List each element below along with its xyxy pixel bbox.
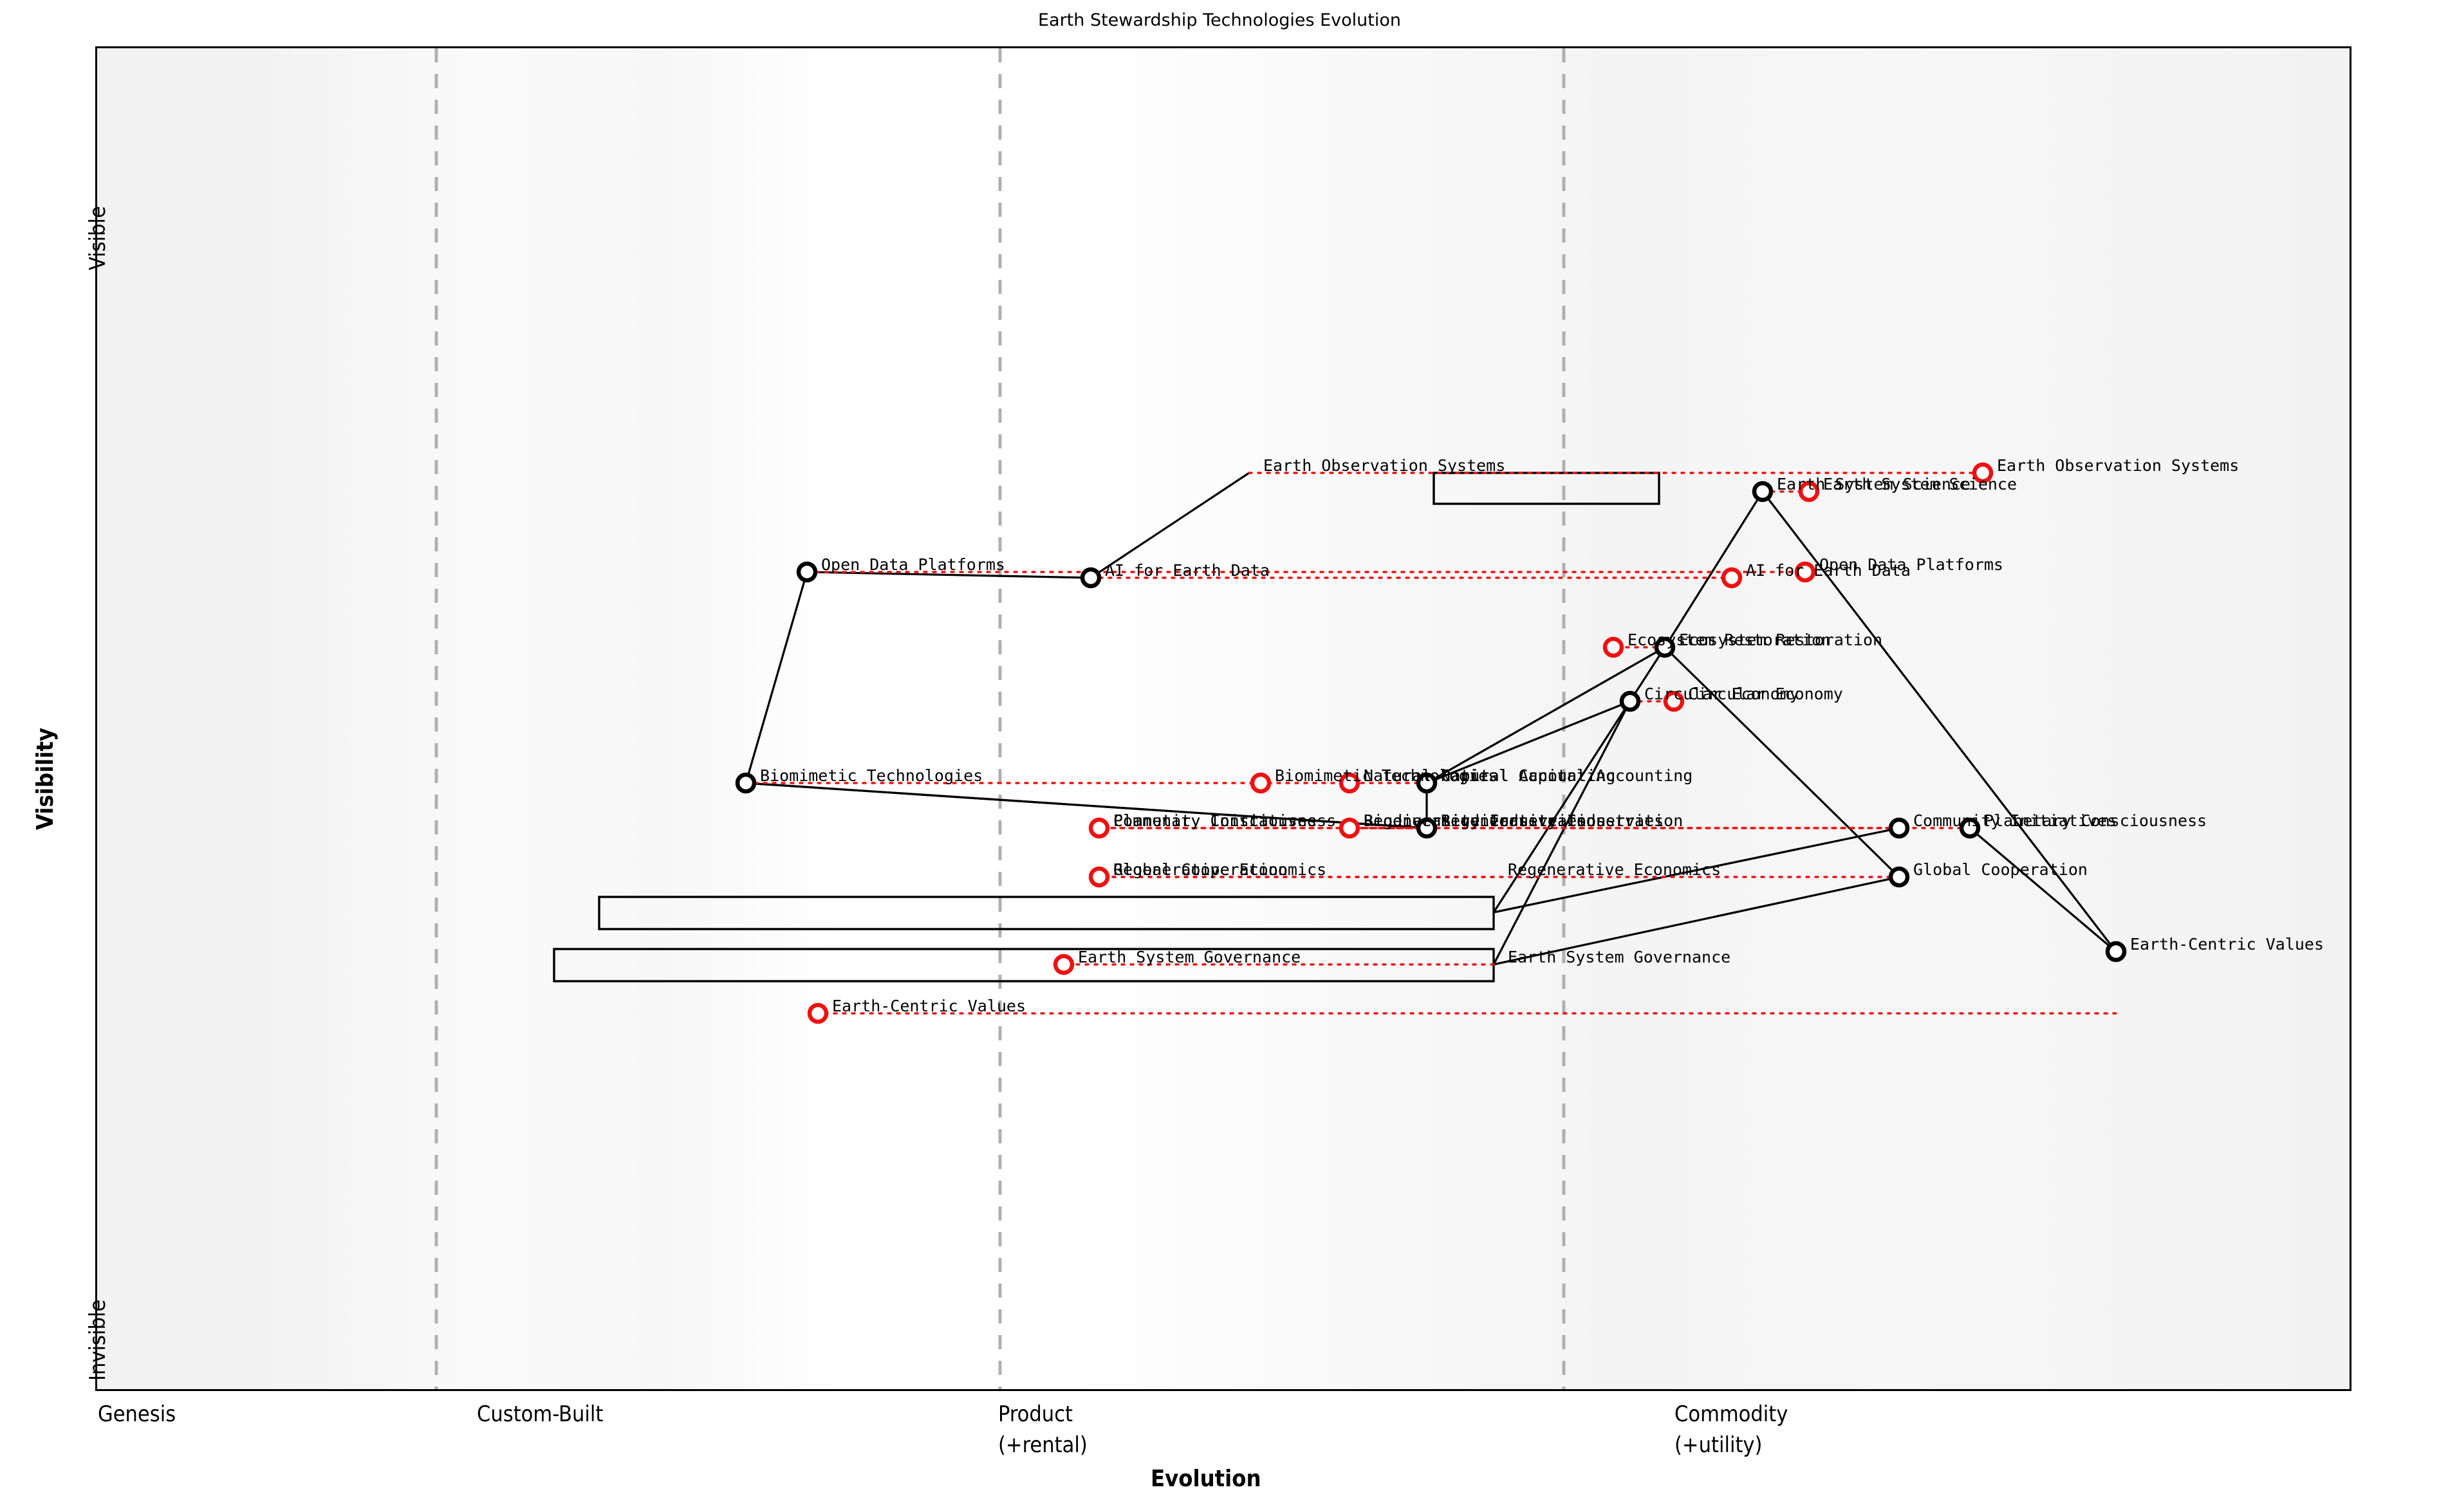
page-title: Earth Stewardship Technologies Evolution [1037,10,1402,30]
current-node-regenerative-industries [1416,817,1438,839]
future-node-ecosystem-restoration [1602,636,1624,658]
node-label-earth-observation-systems-future: Earth Observation Systems [1997,456,2240,475]
node-label-open-data-platforms-future: Open Data Platforms [1819,555,2003,574]
xtick-commodity: Commodity [1674,1401,1788,1427]
xtick-custom-built: Custom-Built [477,1401,604,1427]
node-label-community-initiatives-future: Community Initiatives [1113,811,1317,830]
current-node-earth-system-science [1752,481,1774,502]
edge-globalcoop-esg [1493,876,1900,966]
future-node-open-data-platforms [1794,561,1816,583]
current-node-community-initiatives [1888,817,1910,839]
edge-community-regecon [1493,827,1900,914]
node-label-natural-capital-accounting-current: Natural Capital Accounting [1441,766,1693,785]
current-node-circular-economy [1619,690,1641,712]
future-node-earth-system-governance [1053,954,1075,975]
inertia-boxes [553,472,1660,982]
node-label-ecosystem-restoration-future: Ecosystem Restoration [1628,631,1832,649]
current-node-open-data-platforms [796,561,818,583]
movement-lines [745,472,2117,1015]
node-label-circular-economy-current: Circular Economy [1644,685,1799,703]
inertia-box-regecon [598,896,1495,930]
node-label-circular-economy-future: Circular Economy [1688,685,1843,703]
future-node-biomimetic-technologies [1250,772,1272,794]
edge-ecosys-natcap [1426,646,1665,784]
node-label-natural-capital-accounting-future: Natural Capital Accounting [1364,766,1616,785]
current-node-natural-capital-accounting [1416,772,1438,794]
future-node-earth-centric-values [807,1002,829,1024]
dependency-edges [745,472,2117,966]
node-label-planetary-consciousness-future: Planetary Consciousness [1113,811,1337,830]
node-label-earth-centric-values-current: Earth-Centric Values [2130,935,2324,954]
node-label-planetary-consciousness-current: Planetary Consciousness [1984,811,2207,830]
current-node-global-cooperation [1888,866,1910,888]
ytick-visible: Visible [85,206,111,270]
node-label-earth-system-governance-current: Earth System Governance [1508,948,1731,966]
edge-ecosys-regecon [1492,647,1666,913]
current-node-biomimetic-technologies [735,772,757,794]
inertia-box-esg [553,948,1495,982]
future-node-regenerative-industries [1339,817,1360,839]
node-label-biomimetic-technologies-future: Biomimetic Technologies [1275,766,1498,785]
current-node-planetary-consciousness [1959,817,1981,839]
edge-ess-earthcentric [1761,491,2117,952]
map-canvas [434,48,2127,1389]
future-node-regenerative-economics [1088,866,1110,888]
node-label-biomimetic-technologies-current: Biomimetic Technologies [760,766,983,785]
future-node-earth-observation-systems [1972,462,1994,484]
edge-circ-esg [1492,701,1631,965]
edge-ecosys-globalcoop [1664,646,1900,878]
plot-area: Earth Observation Systems Earth Observat… [95,46,2351,1391]
edge-ess-ecosystem [1664,491,1764,648]
node-label-ai-for-earth-data-future: AI for Earth Data [1746,561,1911,580]
future-node-earth-system-science [1798,481,1820,502]
current-markers [735,481,2127,963]
node-label-ecosystem-restoration-current: Ecosystem Restoration [1679,631,1883,649]
node-label-earth-system-science-current: Earth System Science [1777,475,1971,493]
node-label-global-cooperation-current: Global Cooperation [1913,860,2088,879]
node-label-earth-centric-values-future: Earth-Centric Values [832,997,1026,1015]
edge-biomimetic-community [745,782,1427,829]
future-node-community-initiatives [1088,817,1110,839]
node-label-earth-observation-systems-current: Earth Observation Systems [1263,456,1506,475]
node-label-regenerative-industries-future: Regenerative Industries [1364,811,1587,830]
xtick-product: Product [998,1401,1073,1427]
edge-odp-biomimetic [745,571,808,784]
node-label-global-cooperation-future: Global Cooperation [1113,860,1288,879]
node-label-open-data-platforms-current: Open Data Platforms [821,555,1005,574]
current-node-ai-for-earth-data [1080,567,1102,589]
future-node-circular-economy [1663,690,1685,712]
future-markers [807,462,1994,1024]
current-node-earth-centric-values [2105,941,2127,963]
x-axis-label: Evolution [1151,1466,1261,1492]
ytick-invisible: Invisible [85,1299,111,1381]
node-label-regenerative-industries-current: Regenerative Industries [1441,811,1664,830]
xtick-genesis: Genesis [98,1401,176,1427]
node-label-regenerative-economics-current: Regenerative Economics [1508,860,1721,879]
node-label-biodiversity-conservation-future: Biodiversity Conservation [1364,811,1606,830]
xtick-commodity-sub: (+utility) [1674,1432,1763,1458]
node-label-biodiversity-conservation-current: Biodiversity Conservation [1441,811,1683,830]
edge-planetary-earthcv [1969,827,2117,953]
gridlines [434,48,1566,1389]
edge-circ-natcap [1426,700,1631,784]
inertia-box-eos [1433,472,1660,505]
node-label-earth-system-governance-future: Earth System Governance [1078,948,1301,966]
edge-eos-ai [1090,472,1250,579]
xtick-product-sub: (+rental) [998,1432,1088,1458]
node-label-regenerative-economics-future: Regenerative Economics [1113,860,1327,879]
node-label-community-initiatives-current: Community Initiatives [1913,811,2117,830]
node-label-earth-system-science-future: Earth System Science [1823,475,2017,493]
y-axis-label: Visibility [32,728,59,830]
future-node-ai-for-earth-data [1721,567,1743,589]
current-node-ecosystem-restoration [1654,636,1676,658]
future-node-natural-capital-accounting [1339,772,1360,794]
node-label-ai-for-earth-data-current: AI for Earth Data [1105,561,1270,580]
